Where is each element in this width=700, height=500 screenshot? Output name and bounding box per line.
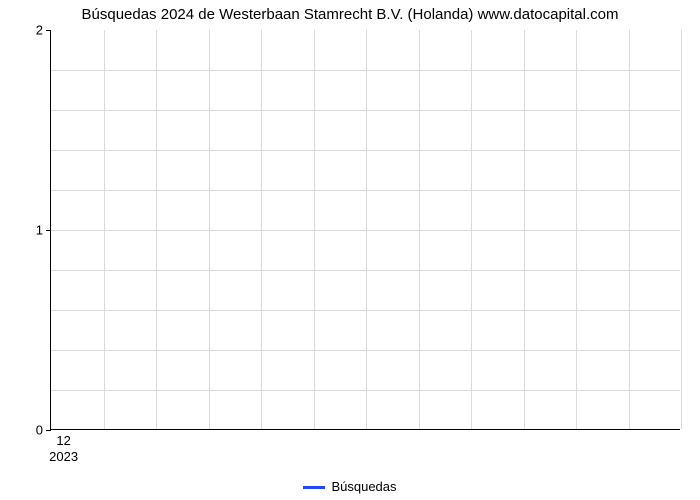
v-gridline <box>681 30 682 429</box>
legend-series-label: Búsquedas <box>331 479 396 494</box>
v-gridline <box>261 30 262 429</box>
chart-title: Búsquedas 2024 de Westerbaan Stamrecht B… <box>0 6 700 23</box>
v-gridline <box>104 30 105 429</box>
v-gridline <box>314 30 315 429</box>
legend-swatch <box>303 486 325 489</box>
plot-area: 012122023 <box>50 30 680 430</box>
v-gridline <box>366 30 367 429</box>
y-tick-label: 1 <box>36 223 43 238</box>
legend: Búsquedas <box>0 479 700 494</box>
v-gridline <box>629 30 630 429</box>
y-tick-label: 0 <box>36 423 43 438</box>
v-gridline <box>524 30 525 429</box>
v-gridline <box>576 30 577 429</box>
v-gridline <box>419 30 420 429</box>
y-tick-label: 2 <box>36 23 43 38</box>
x-axis-year-label: 2023 <box>49 449 78 464</box>
y-tick-mark <box>46 30 51 31</box>
x-tick-label: 12 <box>56 433 70 448</box>
v-gridline <box>209 30 210 429</box>
y-tick-mark <box>46 430 51 431</box>
v-gridline <box>156 30 157 429</box>
v-gridline <box>471 30 472 429</box>
